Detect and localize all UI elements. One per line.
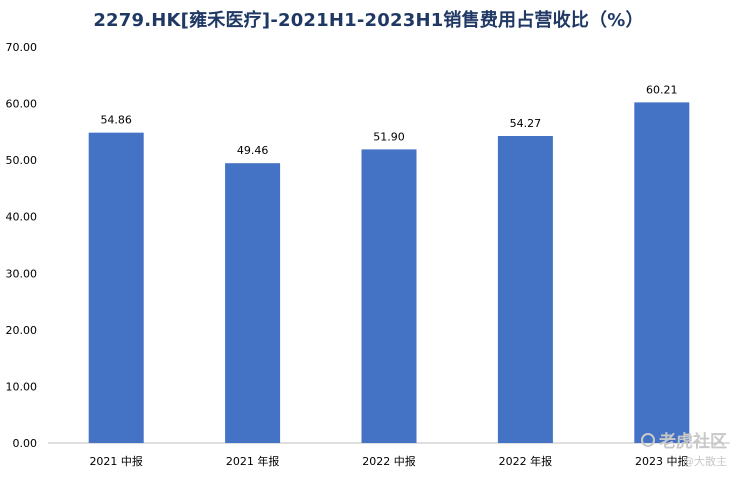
data-label: 60.21 [646,83,678,96]
y-tick-label: 70.00 [6,41,38,54]
watermark-sub-text: @大散主 [683,455,727,468]
y-tick-label: 0.00 [13,437,38,450]
bars [88,102,690,444]
y-tick-label: 50.00 [6,154,38,167]
tiger-logo-icon [641,432,655,447]
data-label: 49.46 [237,144,269,157]
chart-title: 2279.HK[雍禾医疗]-2021H1-2023H1销售费用占营收比（%） [93,10,644,31]
x-tick-label: 2021 中报 [89,454,143,468]
bar [361,149,417,443]
data-label: 54.27 [510,117,542,130]
y-axis-ticks: 0.00 10.00 20.00 30.00 40.00 50.00 60.00 70.00 [6,41,38,450]
x-tick-label: 2022 中报 [362,454,416,468]
x-axis-ticks: 2021 中报 2021 年报 2022 中报 2022 年报 2023 中报 [89,454,688,468]
x-tick-label: 2021 年报 [226,454,280,468]
data-label: 51.90 [373,130,405,143]
watermark: 老虎社区 @大散主 [641,427,727,469]
x-tick-label: 2022 年报 [499,454,553,468]
bar [225,163,281,444]
bar [497,135,553,443]
x-tick-label: 2023 中报 [635,454,689,468]
y-tick-label: 10.00 [6,380,38,393]
data-label: 54.86 [100,114,132,127]
y-tick-label: 60.00 [6,98,38,111]
bar [88,132,144,443]
y-tick-label: 20.00 [6,324,38,337]
y-tick-label: 30.00 [6,267,38,280]
bar [634,102,690,444]
y-tick-label: 40.00 [6,211,38,224]
data-labels: 54.86 49.46 51.90 54.27 60.21 [100,83,677,157]
watermark-main-text: 老虎社区 [659,432,727,452]
